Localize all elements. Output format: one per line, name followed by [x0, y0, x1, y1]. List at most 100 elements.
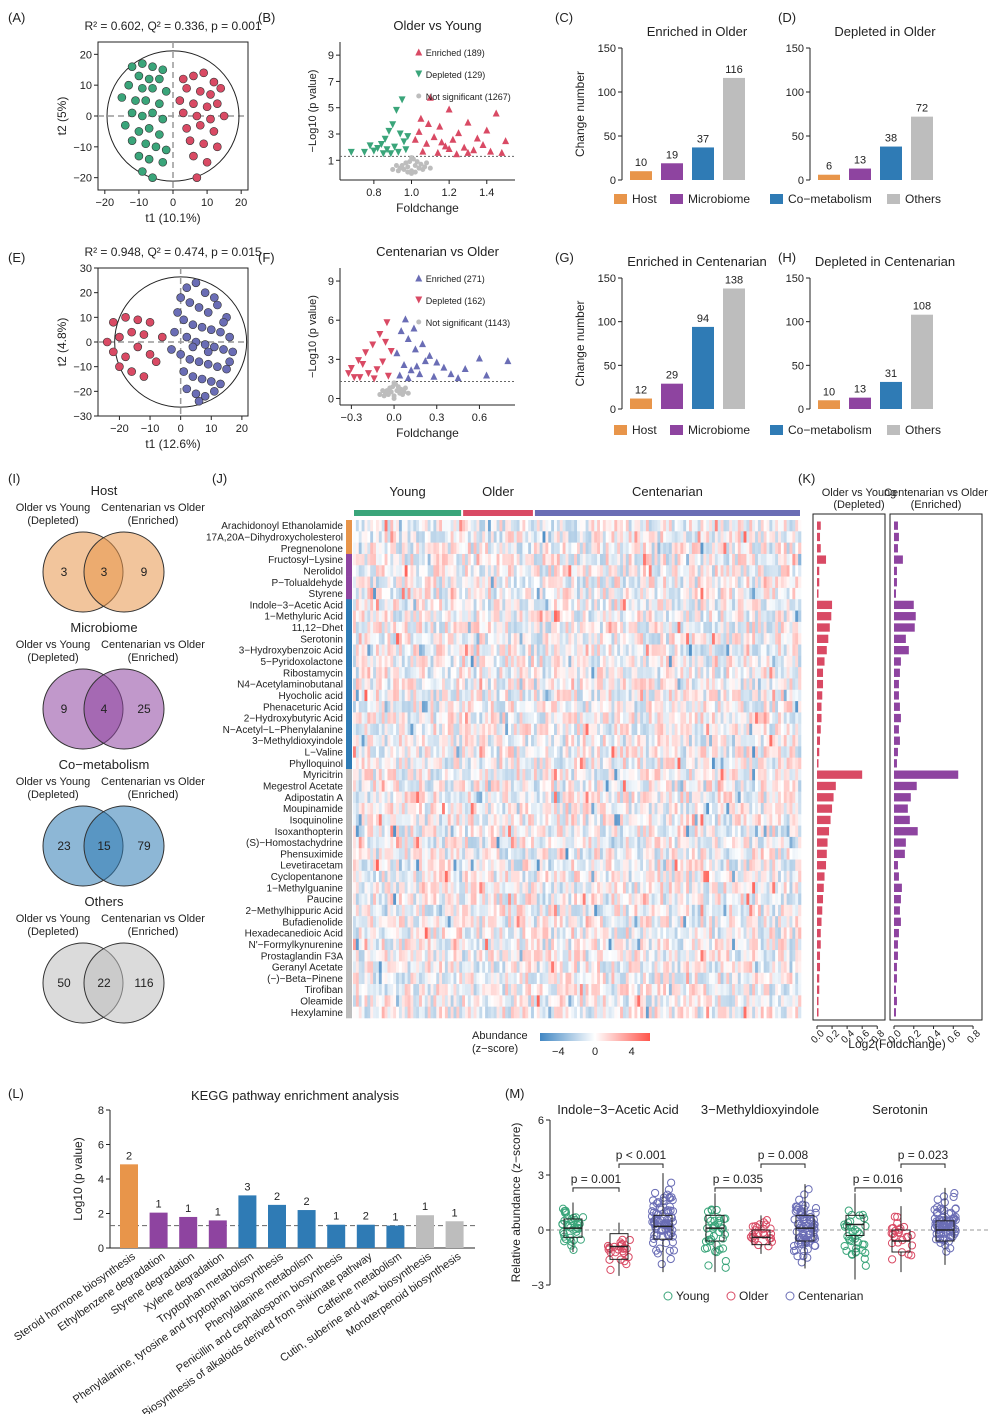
heatmap-cell: [450, 723, 454, 736]
heatmap-cell: [789, 655, 793, 668]
heatmap-cell: [628, 599, 632, 611]
heatmap-cell: [789, 667, 793, 679]
heatmap-cell: [393, 565, 397, 577]
data-point: [200, 288, 210, 297]
heatmap-cell: [648, 678, 652, 691]
heatmap-cell: [450, 814, 454, 826]
heatmap-cell: [505, 531, 509, 543]
heatmap-cell: [755, 678, 759, 691]
heatmap-cell: [743, 655, 747, 668]
heatmap-cell: [493, 814, 497, 826]
heatmap-cell: [536, 802, 540, 815]
heatmap-cell: [625, 712, 629, 725]
heatmap-cell: [577, 610, 581, 623]
heatmap-cell: [493, 587, 497, 600]
heatmap-cell: [611, 825, 615, 838]
heatmap-cell: [559, 791, 563, 804]
heatmap-cell: [660, 553, 664, 566]
heatmap-cell: [516, 814, 520, 826]
heatmap-cell: [732, 667, 736, 679]
heatmap-cell: [660, 814, 664, 826]
heatmap-cell: [378, 644, 383, 657]
heatmap-cell: [568, 791, 572, 804]
heatmap-cell: [577, 599, 581, 611]
heatmap-cell: [605, 712, 609, 725]
heatmap-cell: [697, 757, 701, 770]
heatmap-cell: [490, 746, 495, 758]
heatmap-cell: [717, 825, 721, 838]
heatmap-cell: [703, 655, 707, 668]
heatmap-cell: [370, 520, 374, 532]
heatmap-cell: [453, 621, 457, 634]
heatmap-cell: [562, 746, 566, 758]
heatmap-cell: [378, 723, 383, 736]
heatmap-cell: [548, 599, 552, 611]
heatmap-cell: [663, 723, 667, 736]
heatmap-cell: [384, 814, 388, 826]
data-point: [175, 96, 185, 105]
heatmap-cell: [746, 542, 750, 555]
heatmap-cell: [663, 712, 667, 725]
heatmap-cell: [381, 576, 385, 589]
heatmap-cell: [614, 825, 618, 838]
heatmap-cell: [714, 746, 719, 758]
heatmap-cell: [396, 667, 400, 679]
heatmap-cell: [760, 769, 764, 781]
heatmap-cell: [442, 610, 446, 623]
heatmap-cell: [513, 633, 517, 645]
heatmap-cell: [766, 757, 770, 770]
heatmap-cell: [493, 553, 497, 566]
heatmap-cell: [467, 553, 472, 566]
heatmap-cell: [444, 712, 449, 725]
heatmap-cell: [427, 689, 431, 702]
heatmap-cell: [737, 814, 741, 826]
heatmap-cell: [582, 576, 586, 589]
bar-value-label: 116: [725, 64, 743, 76]
heatmap-cell: [410, 655, 414, 668]
heatmap-cell: [737, 780, 741, 792]
heatmap-cell: [577, 689, 581, 702]
heatmap-cell: [689, 599, 693, 611]
heatmap-cell: [660, 655, 664, 668]
heatmap-cell: [378, 667, 383, 679]
row-class-strip: [346, 542, 352, 555]
heatmap-cell: [660, 689, 664, 702]
y-tick-label: −20: [73, 173, 92, 185]
heatmap-cell: [683, 791, 687, 804]
heatmap-cell: [375, 678, 380, 691]
heatmap-cell: [689, 802, 693, 815]
heatmap-cell: [413, 621, 417, 634]
heatmap-cell: [783, 723, 787, 736]
heatmap-cell: [786, 746, 790, 758]
heatmap-cell: [459, 576, 463, 589]
heatmap-cell: [419, 599, 423, 611]
heatmap-cell: [556, 678, 561, 691]
y-tick-label: 0: [610, 175, 616, 187]
data-point: [389, 121, 397, 129]
heatmap-cell: [620, 565, 624, 577]
heatmap-cell: [689, 633, 693, 645]
heatmap-cell: [757, 553, 762, 566]
heatmap-cell: [516, 610, 520, 623]
heatmap-cell: [622, 757, 627, 770]
heatmap-cell: [571, 689, 575, 702]
heatmap-cell: [525, 644, 529, 657]
heatmap-cell: [645, 587, 650, 600]
heatmap-cell: [459, 836, 463, 849]
heatmap-cell: [772, 520, 776, 532]
venn-title: Co−metabolism: [59, 757, 150, 772]
heatmap-cell: [490, 531, 495, 543]
heatmap-cell: [393, 633, 397, 645]
heatmap-cell: [622, 769, 627, 781]
heatmap-cell: [531, 644, 535, 657]
heatmap-cell: [410, 802, 414, 815]
heatmap-cell: [789, 802, 793, 815]
heatmap-cell: [608, 780, 612, 792]
heatmap-cell: [502, 553, 506, 566]
row-label: Adipostatin A: [285, 793, 344, 804]
heatmap-cell: [358, 689, 362, 702]
heatmap-cell: [602, 655, 607, 668]
heatmap-cell: [482, 576, 486, 589]
heatmap-cell: [416, 791, 420, 804]
heatmap-cell: [421, 610, 426, 623]
